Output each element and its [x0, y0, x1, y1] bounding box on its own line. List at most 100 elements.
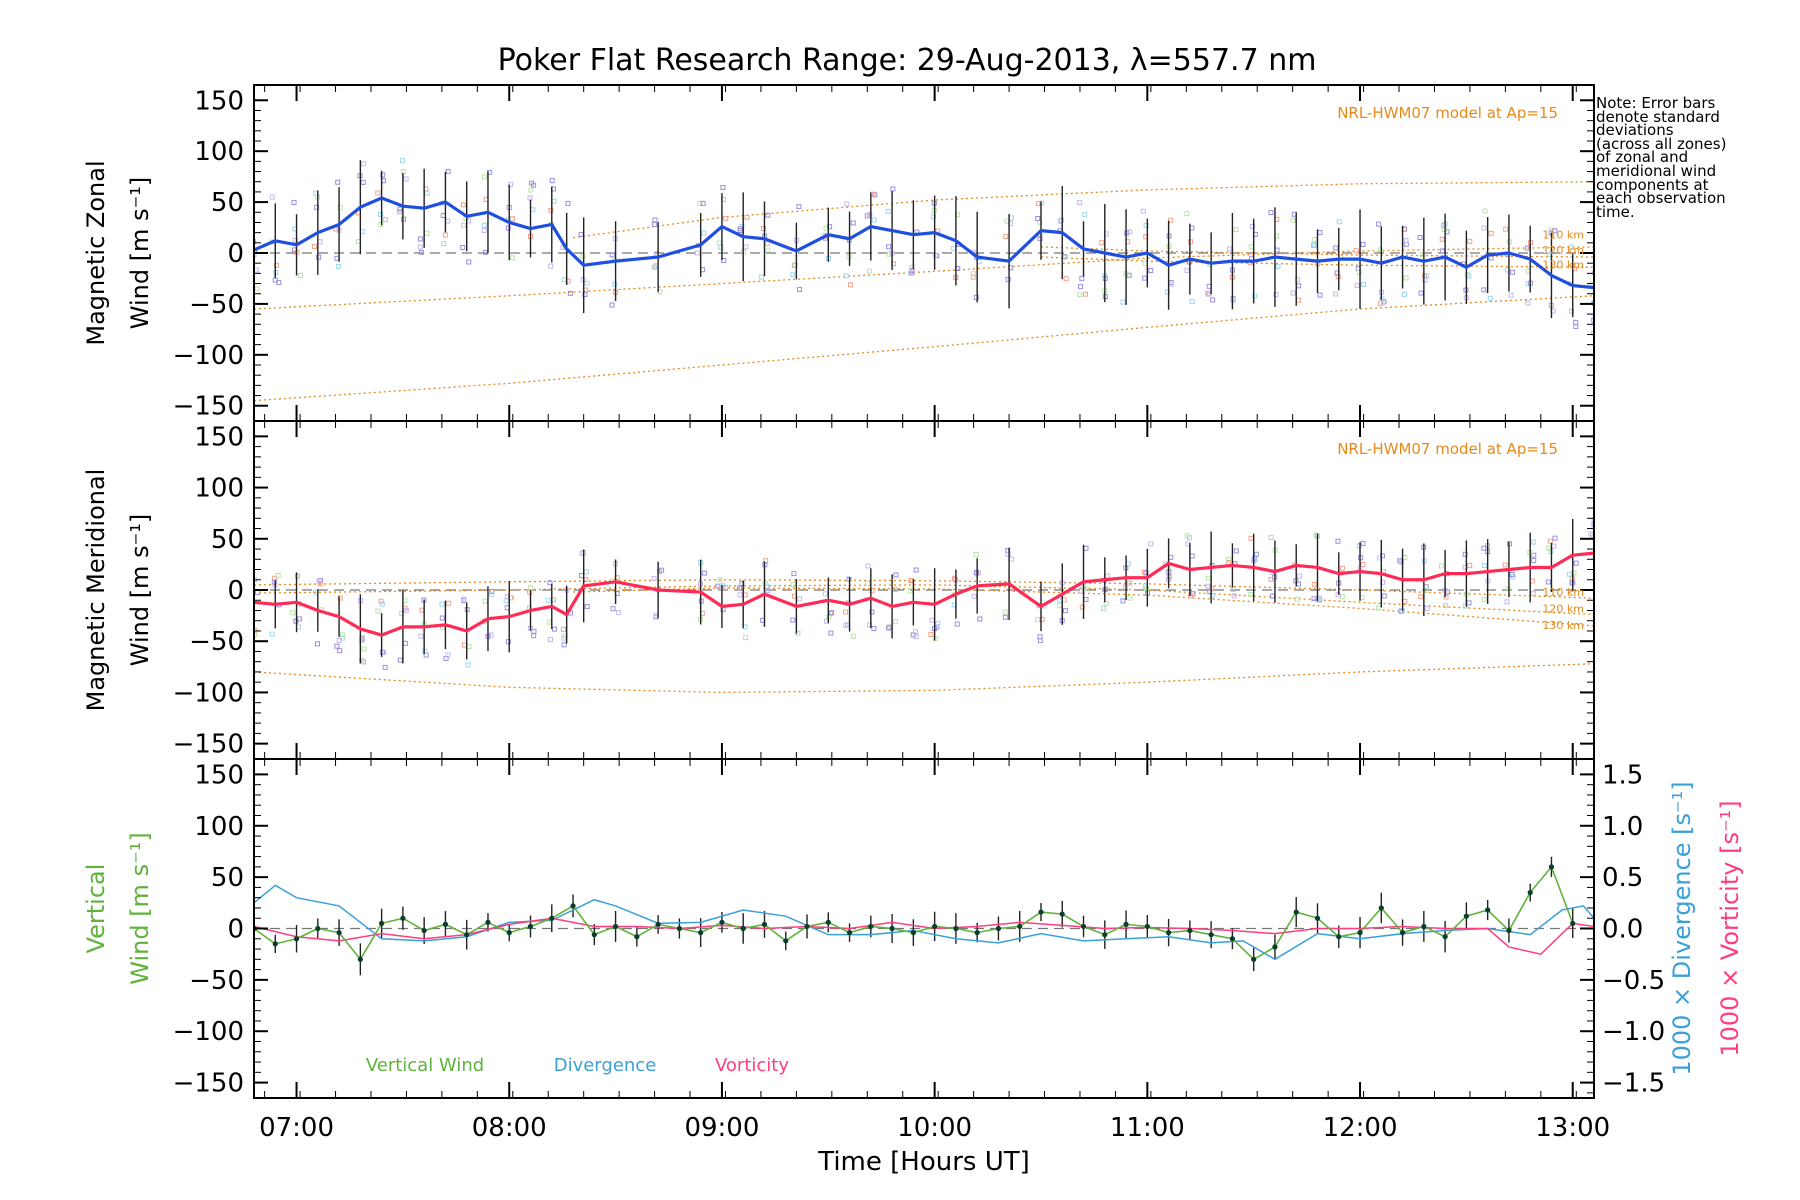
data-point	[1336, 934, 1342, 940]
zone-sample	[744, 214, 750, 220]
data-point	[932, 923, 938, 930]
series-line	[254, 196, 1594, 290]
zone-sample	[336, 638, 342, 644]
zone-sample	[269, 631, 275, 637]
data-point	[868, 923, 874, 930]
zone-sample	[1148, 267, 1154, 273]
data-point	[1038, 909, 1044, 915]
zone-sample	[1184, 533, 1190, 539]
zone-sample	[1189, 299, 1195, 305]
zone-sample	[971, 593, 977, 599]
zone-sample	[1547, 538, 1553, 544]
zone-sample	[1078, 588, 1084, 594]
zone-sample	[1503, 226, 1509, 232]
model-altitude-label: 110 km	[1542, 229, 1584, 242]
zone-sample	[417, 244, 423, 250]
zone-sample	[291, 200, 297, 206]
zone-sample	[1353, 248, 1359, 254]
zone-sample	[1333, 245, 1339, 251]
zone-sample	[276, 280, 282, 286]
zone-sample	[930, 214, 936, 220]
zone-sample	[1252, 293, 1258, 299]
data-point	[761, 921, 768, 927]
zone-sample	[1502, 562, 1508, 568]
model-curve	[572, 181, 1594, 239]
data-point	[995, 925, 1002, 932]
zone-sample	[1273, 292, 1279, 298]
zone-sample	[1417, 235, 1423, 241]
y-tick-label: 50	[211, 863, 244, 893]
y-axis-label: Vertical	[82, 864, 110, 954]
zone-sample	[723, 215, 729, 221]
data-point	[1123, 921, 1129, 927]
zone-sample	[1120, 598, 1126, 604]
zone-sample	[1083, 596, 1089, 602]
zone-sample	[565, 200, 571, 206]
zone-sample	[609, 252, 615, 258]
zone-sample	[1569, 580, 1575, 586]
zone-sample	[1462, 564, 1468, 570]
zone-sample	[913, 629, 919, 635]
zone-sample	[1571, 570, 1577, 576]
zone-sample	[482, 598, 488, 604]
zone-sample	[1354, 282, 1360, 288]
data-point	[591, 932, 597, 938]
zone-sample	[1205, 575, 1211, 581]
zone-sample	[970, 274, 976, 280]
zone-sample	[417, 236, 423, 242]
zone-sample	[951, 245, 957, 251]
zone-sample	[701, 570, 707, 576]
data-point	[506, 930, 512, 936]
y-tick-label: 100	[194, 137, 244, 167]
zone-sample	[1505, 586, 1511, 592]
zone-sample	[1398, 608, 1404, 614]
zone-sample	[743, 244, 749, 250]
zone-sample	[1058, 217, 1064, 223]
zone-sample	[1573, 320, 1579, 326]
zone-sample	[1525, 300, 1531, 306]
zone-sample	[461, 222, 467, 228]
y-tick-label: 0	[227, 239, 244, 269]
zone-sample	[361, 161, 367, 167]
y-tick-label: −100	[173, 1017, 244, 1047]
zone-sample	[610, 606, 616, 612]
y-tick-label: 150	[194, 422, 244, 452]
zone-sample	[1184, 267, 1190, 273]
data-point	[1059, 911, 1065, 917]
zone-sample	[848, 282, 854, 288]
zone-sample	[578, 573, 584, 579]
zone-sample	[547, 580, 553, 586]
zone-sample	[1339, 565, 1345, 571]
zone-sample	[1424, 605, 1430, 611]
y-tick-label: −150	[173, 392, 244, 422]
zone-sample	[465, 662, 471, 668]
zone-sample	[1188, 239, 1194, 245]
zone-sample	[790, 617, 796, 623]
zone-sample	[871, 217, 877, 223]
y-axis-label: Magnetic Meridional	[82, 469, 110, 712]
zone-sample	[481, 227, 487, 233]
plot-area	[254, 517, 1594, 694]
zone-sample	[827, 224, 833, 230]
note-line: (across all zones)	[1596, 134, 1727, 153]
zone-sample	[1035, 215, 1041, 221]
divergence-line	[254, 884, 1594, 961]
zone-sample	[504, 605, 510, 611]
y-tick-label: −150	[173, 1069, 244, 1099]
x-axis-label: Time [Hours UT]	[817, 1147, 1030, 1177]
zone-sample	[1481, 563, 1487, 569]
model-label: NRL-HWM07 model at Ap=15	[1337, 104, 1558, 122]
zone-sample	[1311, 596, 1317, 602]
note-line: each observation	[1596, 189, 1726, 208]
zone-sample	[561, 642, 567, 648]
zone-sample	[314, 641, 320, 647]
zone-sample	[885, 208, 891, 214]
zone-sample	[1268, 535, 1274, 541]
model-curve	[254, 246, 1594, 310]
zone-sample	[418, 633, 424, 639]
zone-sample	[1360, 562, 1366, 568]
y2-tick-label: 0.5	[1602, 863, 1643, 893]
zone-sample	[893, 619, 899, 625]
zone-sample	[1078, 284, 1084, 290]
zone-sample	[442, 232, 448, 238]
